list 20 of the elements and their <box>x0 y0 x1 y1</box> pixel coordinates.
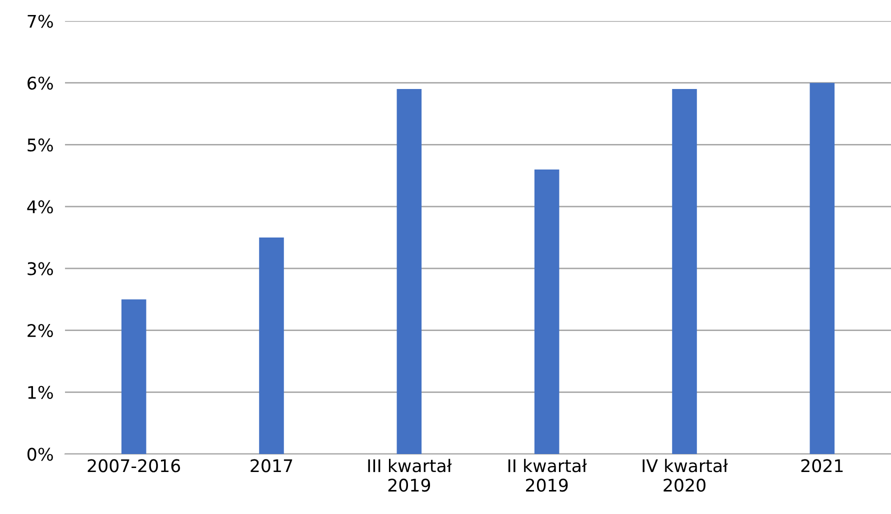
y-tick-label: 5% <box>28 138 53 152</box>
y-tick-label: 4% <box>27 200 53 214</box>
y-tick-label: 1% <box>28 386 53 399</box>
x-tick-label: 2007-2016 <box>88 459 180 472</box>
bar <box>121 299 146 454</box>
y-tick-label: 6% <box>28 76 53 90</box>
bar <box>810 82 835 454</box>
bar <box>259 238 284 454</box>
y-tick-label: 3% <box>28 262 53 276</box>
y-tick-label: 0% <box>27 448 53 461</box>
bar <box>672 89 697 454</box>
y-tick-label: 7% <box>28 14 53 28</box>
x-tick-label: II kwartał 2019 <box>508 458 587 492</box>
x-tick-label: IV kwartał 2020 <box>642 458 728 492</box>
x-tick-label: 2017 <box>250 459 292 472</box>
y-tick-label: 2% <box>28 324 53 338</box>
x-tick-label: 2021 <box>801 459 843 472</box>
bar <box>396 89 422 454</box>
x-tick-label: III kwartał 2019 <box>368 458 452 492</box>
bar <box>534 169 560 454</box>
